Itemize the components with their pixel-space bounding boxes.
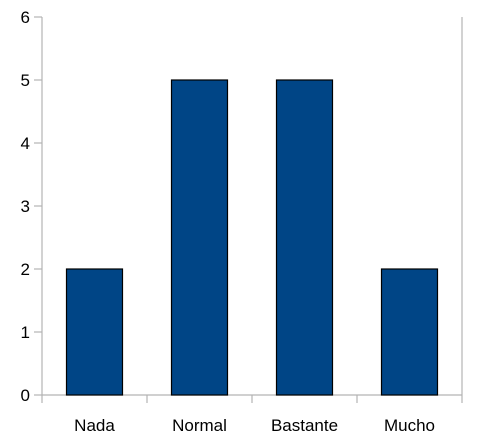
y-tick-label: 1 <box>21 323 30 342</box>
bar <box>380 268 439 396</box>
y-tick-label: 5 <box>21 71 30 90</box>
bar <box>170 79 229 396</box>
x-tick-label: Mucho <box>384 416 435 435</box>
y-tick-label: 4 <box>21 134 30 153</box>
bars <box>65 79 439 396</box>
bar <box>275 79 334 396</box>
y-axis: 0 1 2 3 4 5 6 <box>21 8 43 405</box>
x-tick-label: Nada <box>74 416 115 435</box>
x-tick-label: Normal <box>172 416 227 435</box>
x-tick-label: Bastante <box>271 416 338 435</box>
y-tick-label: 6 <box>21 8 30 27</box>
bar <box>65 268 124 396</box>
y-tick-label: 0 <box>21 386 30 405</box>
x-axis: Nada Normal Bastante Mucho <box>41 394 463 435</box>
y-tick-label: 2 <box>21 260 30 279</box>
y-tick-label: 3 <box>21 197 30 216</box>
